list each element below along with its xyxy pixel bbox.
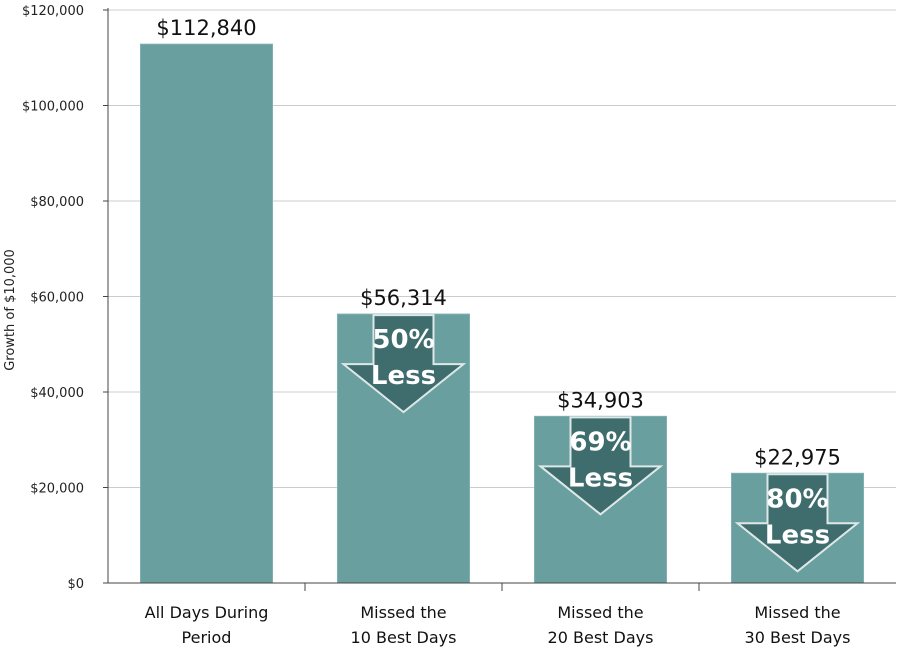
category-label: Period [182,628,232,647]
y-tick-label: $120,000 [22,4,84,19]
category-label: Missed the [754,603,840,622]
category-label: All Days During [145,603,269,622]
bar-value-label: $34,903 [557,388,644,412]
y-tick-label: $40,000 [30,386,84,401]
value-labels: $112,840 $56,314 $34,903 $22,975 [156,16,841,469]
down-arrow-icon [537,416,664,516]
down-arrow-icon [340,314,467,414]
down-arrow-icon [734,473,861,573]
bar [140,43,273,584]
category-label: Missed the [360,603,446,622]
category-label: 10 Best Days [351,628,457,647]
bars [140,43,864,584]
bar-value-label: $112,840 [156,16,256,40]
y-tick-label: $100,000 [22,100,84,115]
bar-value-label: $22,975 [754,445,841,469]
reduction-percent: 69% [569,427,631,457]
category-label: Missed the [557,603,643,622]
y-tick-label: $20,000 [30,482,84,497]
reduction-word: Less [765,520,830,550]
category-label: 30 Best Days [745,628,851,647]
y-tick-label: $80,000 [30,195,84,210]
category-label: 20 Best Days [548,628,654,647]
bar-value-label: $56,314 [360,286,447,310]
y-tick-label: $60,000 [30,291,84,306]
reduction-word: Less [568,463,633,493]
reduction-percent: 80% [766,484,828,514]
y-tick-label: $0 [67,577,84,592]
y-axis-label: Growth of $10,000 [3,249,18,371]
category-labels: All Days During Period Missed the 10 Best D… [145,603,851,647]
reduction-arrows: 50% Less 69% Less 80% Less [340,314,861,573]
reduction-word: Less [371,361,436,391]
axes [103,8,896,591]
y-axis-ticks: $0 $20,000 $40,000 $60,000 $80,000 $100,000 $1… [22,4,108,592]
reduction-percent: 50% [372,325,434,355]
